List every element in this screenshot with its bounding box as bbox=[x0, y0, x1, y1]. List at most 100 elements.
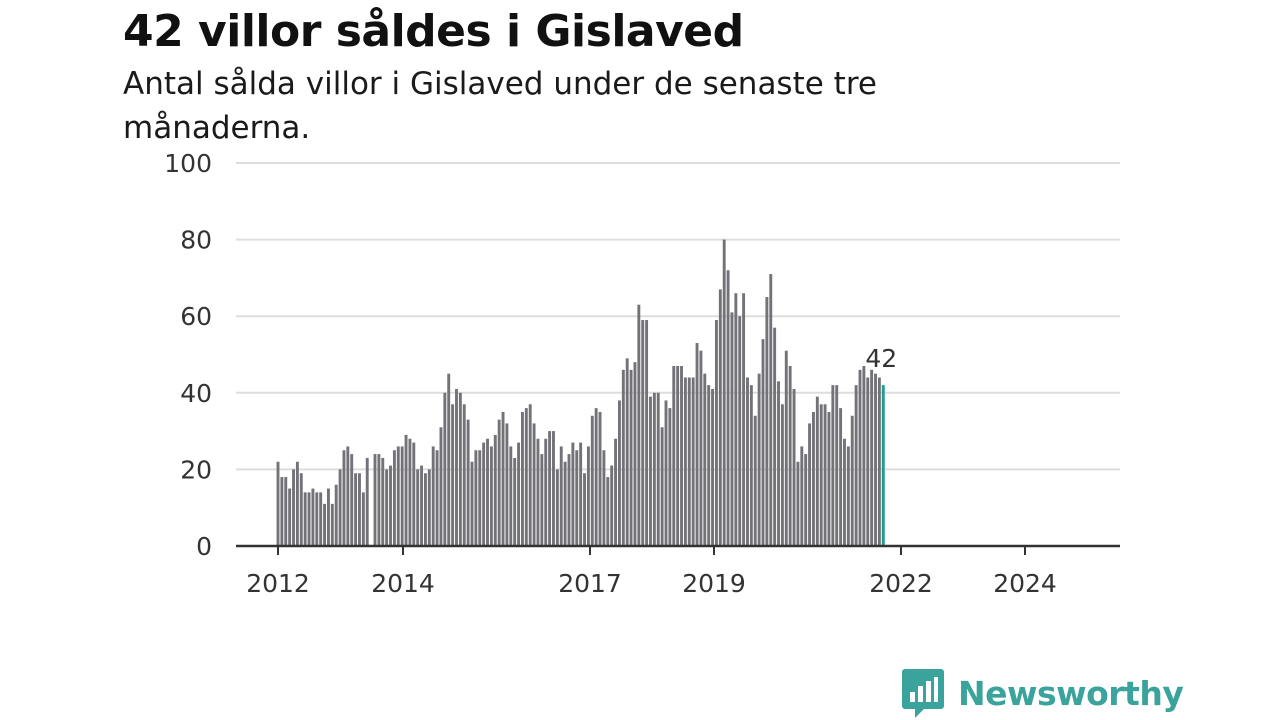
bar bbox=[276, 461, 280, 546]
bar bbox=[827, 411, 831, 546]
bar bbox=[672, 365, 676, 546]
bar bbox=[532, 423, 536, 546]
bar bbox=[284, 477, 288, 546]
bar bbox=[552, 431, 555, 546]
bar bbox=[637, 304, 641, 546]
bar bbox=[505, 423, 509, 546]
newsworthy-logo[interactable]: Newsworthy bbox=[902, 668, 1184, 718]
bar bbox=[501, 411, 505, 546]
bar bbox=[392, 450, 396, 546]
bar bbox=[513, 457, 517, 546]
bar bbox=[385, 469, 389, 546]
bar bbox=[311, 488, 315, 546]
x-tick-label: 2022 bbox=[869, 569, 933, 598]
bar bbox=[804, 454, 808, 546]
bar bbox=[404, 434, 408, 546]
bar bbox=[722, 239, 726, 546]
bar bbox=[548, 431, 552, 546]
bar bbox=[517, 442, 521, 546]
newsworthy-logo-icon bbox=[902, 669, 944, 718]
annotations: 42 bbox=[865, 344, 897, 373]
bar bbox=[575, 450, 579, 546]
bar bbox=[823, 404, 827, 546]
bar bbox=[458, 392, 462, 546]
bar bbox=[792, 388, 796, 546]
x-tick-label: 2014 bbox=[371, 569, 435, 598]
bar bbox=[315, 492, 319, 546]
y-tick-label: 80 bbox=[180, 226, 212, 255]
bar bbox=[660, 427, 664, 546]
bar bbox=[389, 465, 392, 546]
bar bbox=[819, 404, 823, 546]
bar bbox=[742, 293, 746, 546]
bar bbox=[645, 320, 649, 546]
bar bbox=[617, 400, 621, 546]
y-tick-label: 60 bbox=[180, 302, 212, 331]
bar bbox=[427, 469, 431, 546]
bar bbox=[586, 446, 590, 546]
bar bbox=[703, 373, 707, 546]
bar bbox=[346, 446, 350, 546]
bar bbox=[420, 465, 424, 546]
x-axis-tick-labels: 2012 2014 2017 2019 2022 2024 bbox=[246, 569, 1057, 598]
bar bbox=[815, 396, 819, 546]
bar bbox=[365, 457, 369, 546]
bar bbox=[396, 446, 400, 546]
bar bbox=[757, 373, 761, 546]
bar bbox=[753, 415, 757, 546]
bar bbox=[486, 438, 489, 546]
bar bbox=[726, 270, 730, 546]
bar bbox=[478, 450, 482, 546]
bar bbox=[295, 461, 299, 546]
bar bbox=[769, 274, 773, 546]
bar bbox=[870, 369, 874, 546]
bar bbox=[334, 484, 338, 546]
bar bbox=[714, 320, 718, 546]
bar bbox=[633, 362, 637, 546]
bar bbox=[707, 385, 711, 546]
bar bbox=[447, 373, 451, 546]
bar bbox=[462, 404, 466, 546]
bar bbox=[288, 488, 292, 546]
bar bbox=[373, 454, 377, 546]
bar bbox=[695, 343, 699, 546]
bar bbox=[423, 473, 427, 546]
bar bbox=[718, 289, 722, 546]
bar bbox=[567, 454, 571, 546]
bar bbox=[668, 408, 672, 546]
bar bbox=[583, 473, 586, 546]
bar bbox=[835, 385, 839, 546]
bar bbox=[641, 320, 645, 546]
bar bbox=[571, 442, 575, 546]
y-tick-label: 40 bbox=[180, 379, 212, 408]
bar bbox=[831, 385, 835, 546]
bar bbox=[342, 450, 346, 546]
bar bbox=[664, 400, 668, 546]
bar bbox=[528, 404, 532, 546]
newsworthy-logo-text: Newsworthy bbox=[958, 673, 1184, 713]
bar bbox=[746, 377, 749, 546]
bar bbox=[656, 392, 660, 546]
bars bbox=[276, 239, 885, 546]
bar bbox=[846, 446, 850, 546]
bar bbox=[649, 396, 652, 546]
bar bbox=[431, 446, 435, 546]
bar bbox=[788, 365, 792, 546]
bar bbox=[734, 293, 738, 546]
bar bbox=[784, 350, 788, 546]
bar bbox=[610, 465, 614, 546]
bar bbox=[780, 404, 784, 546]
latest-value-label: 42 bbox=[865, 344, 897, 373]
x-tick-label: 2024 bbox=[993, 569, 1057, 598]
bar bbox=[598, 411, 602, 546]
bar bbox=[843, 438, 846, 546]
bar bbox=[451, 404, 455, 546]
bar bbox=[606, 477, 610, 546]
bar bbox=[412, 442, 416, 546]
bar bbox=[497, 419, 501, 546]
bar bbox=[676, 365, 680, 546]
bar bbox=[594, 408, 598, 546]
bar bbox=[489, 446, 493, 546]
bar bbox=[559, 446, 563, 546]
bar bbox=[319, 492, 323, 546]
